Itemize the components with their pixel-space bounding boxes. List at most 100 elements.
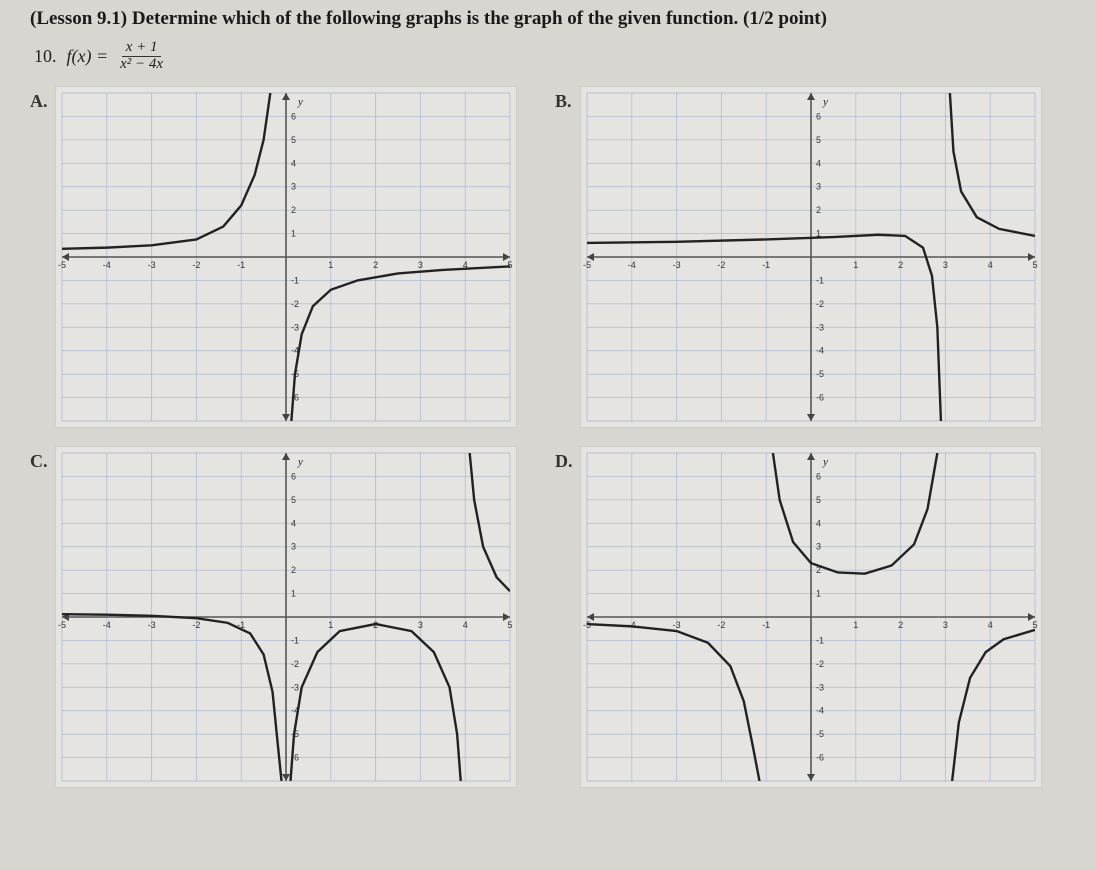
svg-text:6: 6 xyxy=(816,471,821,481)
question: 10. f(x) = x + 1 x² − 4x xyxy=(34,40,1075,73)
svg-text:2: 2 xyxy=(898,260,903,270)
svg-text:-1: -1 xyxy=(237,260,245,270)
svg-text:1: 1 xyxy=(328,260,333,270)
svg-text:6: 6 xyxy=(291,111,296,121)
svg-text:-3: -3 xyxy=(816,682,824,692)
fraction-numerator: x + 1 xyxy=(122,40,162,57)
svg-text:2: 2 xyxy=(291,205,296,215)
svg-text:-6: -6 xyxy=(816,752,824,762)
svg-text:y: y xyxy=(822,96,828,108)
question-number: 10. xyxy=(34,46,57,67)
choice-grid: A. -5-4-3-2-112345-6-5-4-3-2-1123456y B.… xyxy=(30,87,1050,787)
svg-text:-3: -3 xyxy=(816,322,824,332)
svg-text:-1: -1 xyxy=(816,635,824,645)
svg-text:-1: -1 xyxy=(816,275,824,285)
svg-text:4: 4 xyxy=(291,158,296,168)
svg-text:4: 4 xyxy=(816,158,821,168)
chart-D: -5-4-3-2-112345-6-5-4-3-2-1123456y xyxy=(581,447,1041,787)
svg-text:3: 3 xyxy=(291,181,296,191)
svg-text:4: 4 xyxy=(988,260,993,270)
svg-text:3: 3 xyxy=(418,260,423,270)
svg-text:-5: -5 xyxy=(58,620,66,630)
svg-text:4: 4 xyxy=(988,620,993,630)
svg-text:1: 1 xyxy=(328,620,333,630)
svg-text:-2: -2 xyxy=(192,260,200,270)
svg-text:-1: -1 xyxy=(762,620,770,630)
svg-text:-3: -3 xyxy=(148,260,156,270)
panel-B: B. -5-4-3-2-112345-6-5-4-3-2-1123456y xyxy=(555,87,1050,427)
svg-text:6: 6 xyxy=(816,111,821,121)
svg-text:1: 1 xyxy=(853,620,858,630)
function-lhs: f(x) = xyxy=(67,46,109,67)
chart-B: -5-4-3-2-112345-6-5-4-3-2-1123456y xyxy=(581,87,1041,427)
svg-text:-2: -2 xyxy=(291,298,299,308)
svg-text:1: 1 xyxy=(291,228,296,238)
panel-C: C. -5-4-3-2-112345-6-5-4-3-2-1123456y xyxy=(30,447,525,787)
svg-text:-3: -3 xyxy=(291,322,299,332)
svg-text:3: 3 xyxy=(943,260,948,270)
svg-text:-3: -3 xyxy=(148,620,156,630)
svg-text:3: 3 xyxy=(816,541,821,551)
svg-text:-4: -4 xyxy=(103,260,111,270)
panel-B-label: B. xyxy=(555,91,581,112)
function-fraction: x + 1 x² − 4x xyxy=(116,40,167,73)
svg-text:3: 3 xyxy=(943,620,948,630)
panel-A-label: A. xyxy=(30,91,56,112)
panel-A: A. -5-4-3-2-112345-6-5-4-3-2-1123456y xyxy=(30,87,525,427)
svg-text:-2: -2 xyxy=(717,620,725,630)
svg-text:5: 5 xyxy=(1032,620,1037,630)
svg-text:-4: -4 xyxy=(628,260,636,270)
svg-text:2: 2 xyxy=(373,260,378,270)
svg-text:1: 1 xyxy=(853,260,858,270)
svg-text:3: 3 xyxy=(291,541,296,551)
svg-text:y: y xyxy=(297,456,303,468)
svg-text:1: 1 xyxy=(291,588,296,598)
svg-text:-2: -2 xyxy=(192,620,200,630)
svg-text:-5: -5 xyxy=(816,369,824,379)
fraction-denominator: x² − 4x xyxy=(116,57,167,73)
svg-text:-5: -5 xyxy=(583,260,591,270)
svg-text:-5: -5 xyxy=(816,729,824,739)
panel-C-label: C. xyxy=(30,451,56,472)
svg-text:-4: -4 xyxy=(628,620,636,630)
svg-text:4: 4 xyxy=(291,518,296,528)
svg-text:-2: -2 xyxy=(291,658,299,668)
svg-text:-2: -2 xyxy=(816,298,824,308)
svg-text:5: 5 xyxy=(816,494,821,504)
svg-text:-1: -1 xyxy=(762,260,770,270)
lesson-header: (Lesson 9.1) Determine which of the foll… xyxy=(30,8,1075,30)
chart-C: -5-4-3-2-112345-6-5-4-3-2-1123456y xyxy=(56,447,516,787)
svg-text:5: 5 xyxy=(291,494,296,504)
svg-text:-1: -1 xyxy=(291,275,299,285)
svg-text:6: 6 xyxy=(291,471,296,481)
svg-text:y: y xyxy=(297,96,303,108)
svg-text:2: 2 xyxy=(816,205,821,215)
svg-text:y: y xyxy=(822,456,828,468)
svg-text:4: 4 xyxy=(463,620,468,630)
svg-text:-1: -1 xyxy=(291,635,299,645)
svg-text:-6: -6 xyxy=(816,392,824,402)
svg-text:5: 5 xyxy=(507,620,512,630)
svg-text:-3: -3 xyxy=(673,620,681,630)
svg-text:-4: -4 xyxy=(816,705,824,715)
svg-text:5: 5 xyxy=(291,134,296,144)
svg-text:-3: -3 xyxy=(673,260,681,270)
svg-text:3: 3 xyxy=(418,620,423,630)
panel-D-label: D. xyxy=(555,451,581,472)
svg-text:-4: -4 xyxy=(103,620,111,630)
svg-text:3: 3 xyxy=(816,181,821,191)
svg-text:1: 1 xyxy=(816,588,821,598)
chart-A: -5-4-3-2-112345-6-5-4-3-2-1123456y xyxy=(56,87,516,427)
svg-text:5: 5 xyxy=(816,134,821,144)
svg-text:4: 4 xyxy=(816,518,821,528)
svg-text:2: 2 xyxy=(291,565,296,575)
svg-text:-4: -4 xyxy=(816,345,824,355)
svg-text:-3: -3 xyxy=(291,682,299,692)
svg-text:5: 5 xyxy=(1032,260,1037,270)
svg-text:5: 5 xyxy=(507,260,512,270)
panel-D: D. -5-4-3-2-112345-6-5-4-3-2-1123456y xyxy=(555,447,1050,787)
svg-text:-2: -2 xyxy=(816,658,824,668)
svg-text:-2: -2 xyxy=(717,260,725,270)
svg-text:2: 2 xyxy=(898,620,903,630)
svg-text:-5: -5 xyxy=(58,260,66,270)
